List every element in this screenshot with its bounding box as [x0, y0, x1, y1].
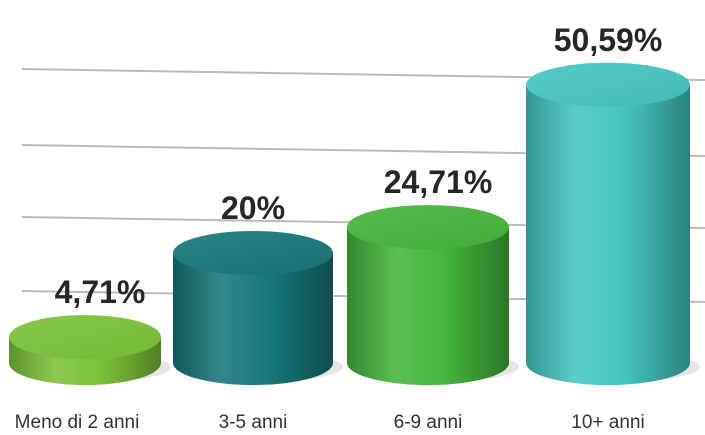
bar-2	[173, 231, 343, 385]
bar-side	[173, 253, 333, 385]
category-labels: Meno di 2 anni 3-5 anni 6-9 anni 10+ anni	[15, 412, 645, 433]
value-labels: 4,71% 20% 24,71% 50,59%	[55, 22, 663, 310]
value-label: 24,71%	[384, 164, 493, 200]
bar-top	[173, 231, 333, 275]
category-label: 6-9 anni	[394, 412, 463, 433]
bars	[9, 62, 700, 385]
bar-4	[526, 62, 700, 385]
bar-1	[9, 315, 171, 385]
bar-side	[526, 84, 690, 385]
bar-3	[347, 205, 519, 385]
category-label: 10+ anni	[571, 412, 644, 433]
bar-top	[526, 62, 690, 107]
bar-top	[9, 315, 161, 360]
bar-top	[347, 205, 509, 250]
category-label: 3-5 anni	[219, 412, 288, 433]
value-label: 4,71%	[55, 274, 146, 310]
value-label: 20%	[221, 190, 285, 226]
category-label: Meno di 2 anni	[15, 412, 140, 433]
value-label: 50,59%	[554, 22, 663, 58]
bar-side	[347, 227, 509, 385]
